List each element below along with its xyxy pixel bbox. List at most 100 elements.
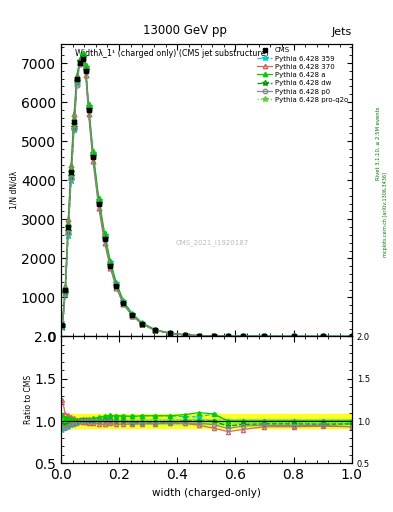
- Y-axis label: 1/N dN/dλ: 1/N dN/dλ: [9, 171, 18, 209]
- Pythia 6.428 p0: [241, 333, 245, 339]
- CMS: [130, 312, 134, 318]
- Pythia 6.428 370: [83, 72, 88, 78]
- Pythia 6.428 dw: [121, 300, 126, 306]
- CMS: [69, 169, 73, 176]
- Pythia 6.428 359: [291, 333, 296, 339]
- Pythia 6.428 a: [114, 280, 119, 286]
- Pythia 6.428 359: [86, 103, 91, 109]
- CMS: [81, 56, 85, 62]
- Pythia 6.428 359: [72, 126, 76, 133]
- Line: Pythia 6.428 370: Pythia 6.428 370: [60, 59, 354, 339]
- Pythia 6.428 pro-q2o: [114, 282, 119, 288]
- CMS: [182, 332, 187, 338]
- CMS: [291, 333, 296, 339]
- Pythia 6.428 359: [320, 333, 325, 339]
- CMS: [349, 333, 354, 339]
- Pythia 6.428 pro-q2o: [291, 333, 296, 339]
- Pythia 6.428 370: [130, 313, 134, 319]
- CMS: [226, 333, 230, 339]
- Pythia 6.428 359: [83, 64, 88, 70]
- Pythia 6.428 p0: [108, 263, 113, 269]
- Pythia 6.428 pro-q2o: [153, 327, 158, 333]
- Pythia 6.428 dw: [320, 333, 325, 339]
- Pythia 6.428 370: [69, 161, 73, 167]
- Line: Pythia 6.428 359: Pythia 6.428 359: [59, 52, 355, 339]
- Pythia 6.428 359: [130, 311, 134, 317]
- Pythia 6.428 370: [320, 333, 325, 339]
- Pythia 6.428 359: [182, 332, 187, 338]
- CMS: [168, 330, 173, 336]
- Pythia 6.428 359: [262, 333, 267, 339]
- Pythia 6.428 370: [102, 240, 107, 246]
- Pythia 6.428 370: [108, 265, 113, 271]
- Pythia 6.428 p0: [102, 236, 107, 242]
- Pythia 6.428 pro-q2o: [96, 199, 101, 205]
- Pythia 6.428 p0: [86, 107, 91, 113]
- CMS: [197, 333, 202, 339]
- Line: Pythia 6.428 p0: Pythia 6.428 p0: [60, 57, 354, 339]
- Pythia 6.428 a: [262, 333, 267, 339]
- Pythia 6.428 p0: [90, 154, 95, 160]
- Pythia 6.428 370: [349, 333, 354, 339]
- Pythia 6.428 a: [102, 230, 107, 236]
- Pythia 6.428 a: [226, 333, 230, 339]
- Pythia 6.428 a: [197, 332, 202, 338]
- Pythia 6.428 370: [86, 111, 91, 117]
- Pythia 6.428 359: [108, 259, 113, 265]
- Pythia 6.428 p0: [130, 312, 134, 318]
- Pythia 6.428 dw: [130, 312, 134, 318]
- Text: CMS_2021_I1920187: CMS_2021_I1920187: [176, 239, 249, 246]
- CMS: [66, 224, 71, 230]
- Pythia 6.428 p0: [77, 61, 82, 67]
- Pythia 6.428 p0: [291, 333, 296, 339]
- Pythia 6.428 pro-q2o: [69, 169, 73, 176]
- Pythia 6.428 a: [86, 101, 91, 107]
- Pythia 6.428 370: [153, 327, 158, 333]
- Pythia 6.428 a: [69, 165, 73, 172]
- Pythia 6.428 dw: [108, 262, 113, 268]
- CMS: [86, 107, 91, 113]
- Pythia 6.428 370: [262, 333, 267, 339]
- Pythia 6.428 370: [121, 302, 126, 308]
- Pythia 6.428 370: [63, 283, 68, 289]
- Pythia 6.428 pro-q2o: [77, 58, 82, 64]
- Pythia 6.428 pro-q2o: [197, 333, 202, 339]
- Pythia 6.428 dw: [77, 58, 82, 64]
- Pythia 6.428 pro-q2o: [102, 234, 107, 240]
- Pythia 6.428 pro-q2o: [83, 66, 88, 72]
- Pythia 6.428 a: [60, 322, 65, 328]
- Text: Jets: Jets: [331, 27, 352, 37]
- Pythia 6.428 pro-q2o: [81, 54, 85, 60]
- Pythia 6.428 359: [197, 332, 202, 338]
- Pythia 6.428 dw: [75, 77, 79, 83]
- Text: 13000 GeV pp: 13000 GeV pp: [143, 24, 227, 37]
- Pythia 6.428 a: [140, 320, 145, 326]
- Pythia 6.428 dw: [102, 235, 107, 241]
- Pythia 6.428 dw: [114, 283, 119, 289]
- Pythia 6.428 pro-q2o: [320, 333, 325, 339]
- Pythia 6.428 pro-q2o: [75, 76, 79, 82]
- CMS: [60, 323, 65, 329]
- CMS: [90, 154, 95, 160]
- CMS: [108, 263, 113, 269]
- Pythia 6.428 pro-q2o: [182, 332, 187, 338]
- X-axis label: width (charged-only): width (charged-only): [152, 488, 261, 498]
- Pythia 6.428 dw: [83, 67, 88, 73]
- CMS: [153, 327, 158, 333]
- Pythia 6.428 dw: [90, 153, 95, 159]
- Pythia 6.428 a: [66, 220, 71, 226]
- Legend: CMS, Pythia 6.428 359, Pythia 6.428 370, Pythia 6.428 a, Pythia 6.428 dw, Pythia: CMS, Pythia 6.428 359, Pythia 6.428 370,…: [255, 46, 350, 104]
- Pythia 6.428 p0: [168, 330, 173, 336]
- Pythia 6.428 pro-q2o: [349, 333, 354, 339]
- Pythia 6.428 pro-q2o: [66, 224, 71, 230]
- Pythia 6.428 p0: [153, 327, 158, 333]
- Pythia 6.428 dw: [226, 333, 230, 339]
- Pythia 6.428 359: [96, 197, 101, 203]
- Pythia 6.428 370: [90, 158, 95, 164]
- Pythia 6.428 a: [77, 56, 82, 62]
- Pythia 6.428 p0: [182, 332, 187, 338]
- Pythia 6.428 359: [81, 52, 85, 58]
- Pythia 6.428 359: [140, 320, 145, 326]
- Pythia 6.428 dw: [262, 333, 267, 339]
- CMS: [75, 76, 79, 82]
